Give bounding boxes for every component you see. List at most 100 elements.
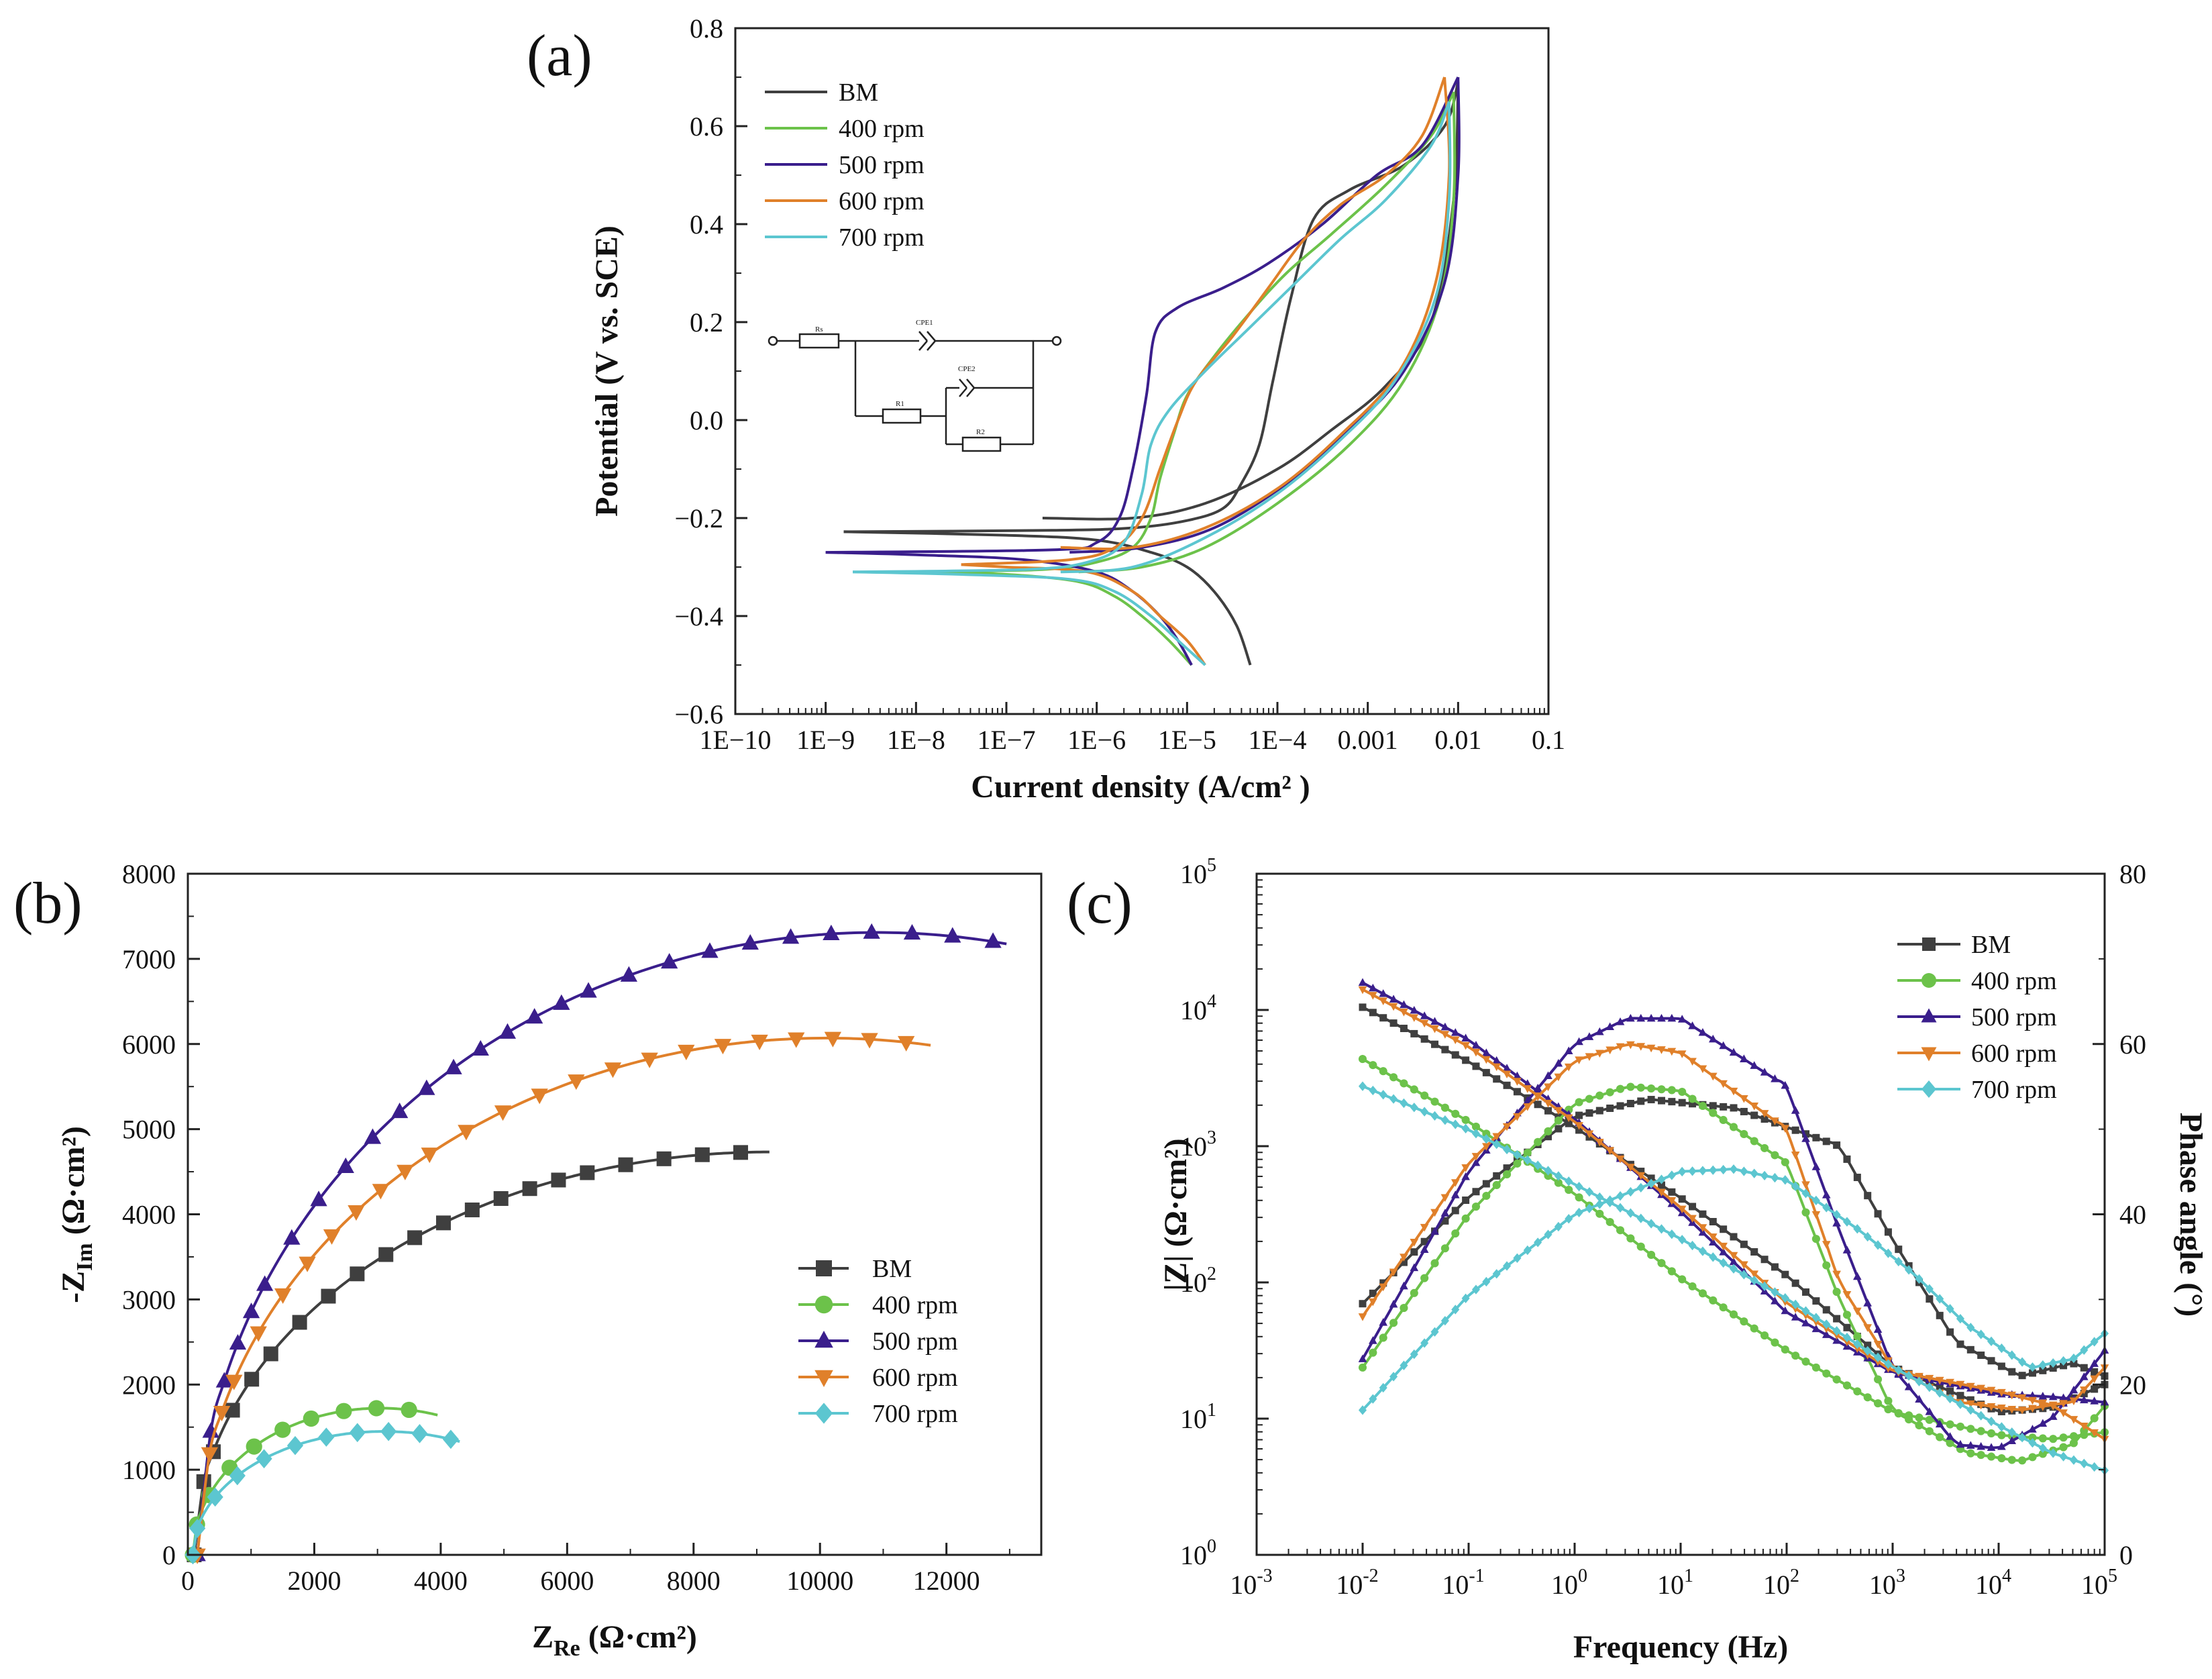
panel-a-x-tick-label: 0.01	[1434, 725, 1481, 755]
panel-c-modulus-marker-700-rpm	[2049, 1448, 2058, 1458]
panel-c-modulus-marker-700-rpm	[1667, 1229, 1676, 1239]
panel-c-phase-marker-500-rpm	[1842, 1245, 1852, 1254]
panel-c-phase-marker-600-rpm	[1451, 1179, 1460, 1187]
panel-c-phase-marker-400-rpm	[1616, 1084, 1625, 1093]
resistor-rs	[798, 333, 840, 349]
panel-c-modulus-marker-600-rpm	[1987, 1386, 1996, 1395]
panel-b-marker-600-rpm	[299, 1256, 316, 1272]
panel-c-modulus-marker-700-rpm	[1626, 1208, 1635, 1218]
panel-c-modulus-marker-bm	[1657, 1181, 1665, 1189]
panel-c-modulus-marker-bm	[1802, 1288, 1810, 1296]
panel-c-modulus-marker-500-rpm	[1379, 989, 1388, 997]
panel-c-left-tick-exponent: 3	[1207, 1127, 1216, 1148]
panel-c-phase-marker-700-rpm	[2080, 1345, 2089, 1355]
panel-c-modulus-marker-500-rpm	[1801, 1318, 1810, 1327]
panel-c-phase-marker-700-rpm	[1688, 1166, 1697, 1176]
panel-c-phase-marker-700-rpm	[1647, 1178, 1656, 1188]
panel-c-modulus-marker-bm	[1678, 1195, 1686, 1203]
panel-c-modulus-marker-bm	[1462, 1056, 1470, 1064]
panel-c-phase-marker-400-rpm	[1801, 1208, 1810, 1217]
panel-a-x-tick-label: 1E−8	[887, 725, 945, 755]
panel-c-modulus-marker-400-rpm	[1657, 1259, 1666, 1268]
panel-c-phase-marker-bm	[1585, 1109, 1593, 1117]
panel-a-legend-label-400-rpm: 400 rpm	[839, 115, 925, 143]
panel-c-modulus-marker-400-rpm	[1956, 1422, 1964, 1431]
panel-c-phase-marker-600-rpm	[2017, 1407, 2027, 1415]
panel-c-phase-marker-bm	[1791, 1126, 1799, 1134]
panel-c-phase-marker-700-rpm	[1657, 1174, 1666, 1184]
panel-b-x-axis-title: ZRe (Ω·cm²)	[532, 1619, 697, 1661]
panel-c-phase-marker-700-rpm	[1544, 1229, 1552, 1239]
panel-c-right-tick-label: 0	[2119, 1540, 2133, 1570]
panel-c-x-tick-label: 104	[1975, 1566, 2011, 1600]
panel-c-phase-marker-600-rpm	[1657, 1046, 1666, 1054]
panel-b-legend: BM 400 rpm 500 rpm 600 rpm 700 rpm	[798, 1255, 958, 1428]
panel-c-x-tick-exponent: -1	[1469, 1566, 1484, 1586]
panel-a-curve-400-rpm-reverse	[1078, 91, 1457, 574]
panel-b-marker-600-rpm	[788, 1032, 805, 1048]
panel-c-phase-marker-700-rpm	[1709, 1165, 1718, 1175]
panel-c-modulus-marker-600-rpm	[1657, 1188, 1666, 1197]
panel-c-phase-marker-500-rpm	[1719, 1041, 1728, 1050]
panel-b-marker-600-rpm	[372, 1184, 390, 1200]
circuit-terminal-left	[768, 336, 778, 346]
panel-c-phase-marker-500-rpm	[1523, 1096, 1532, 1105]
panel-c-modulus-marker-500-rpm	[1410, 1005, 1419, 1014]
panel-c-modulus-marker-500-rpm	[2079, 1395, 2089, 1404]
panel-c-modulus-marker-bm	[1534, 1101, 1542, 1109]
panel-c-phase-marker-bm	[2039, 1366, 2047, 1374]
panel-c-modulus-marker-400-rpm	[1605, 1217, 1614, 1227]
panel-c-phase-marker-bm	[1555, 1125, 1563, 1133]
panel-c-phase-marker-700-rpm	[1997, 1343, 2006, 1354]
panel-c-modulus-marker-400-rpm	[1358, 1055, 1367, 1064]
panel-c-phase-marker-500-rpm	[1533, 1083, 1542, 1092]
panel-c-phase-marker-500-rpm	[1987, 1443, 1996, 1451]
panel-b-legend-marker-600-rpm	[814, 1370, 833, 1387]
panel-b-x-tick-label: 6000	[540, 1566, 594, 1596]
panel-c-phase-marker-700-rpm	[1636, 1182, 1645, 1193]
panel-c-modulus-marker-bm	[1668, 1188, 1676, 1196]
panel-c-modulus-marker-bm	[1379, 1014, 1387, 1022]
panel-b-marker-bm	[733, 1145, 748, 1160]
panel-c-phase-marker-400-rpm	[1420, 1274, 1429, 1282]
panel-c-phase-marker-600-rpm	[1626, 1041, 1635, 1050]
panel-c-modulus-marker-700-rpm	[1595, 1192, 1604, 1203]
panel-c-phase-marker-bm	[1626, 1099, 1634, 1107]
panel-c-modulus-marker-400-rpm	[1554, 1178, 1563, 1187]
panel-b-marker-400-rpm	[401, 1401, 417, 1419]
panel-c-modulus-marker-500-rpm	[1461, 1033, 1470, 1041]
panel-b-marker-400-rpm	[303, 1410, 319, 1427]
panel-c-phase-marker-400-rpm	[1534, 1137, 1542, 1146]
circuit-label-r1: R1	[896, 400, 904, 408]
panel-c-modulus-marker-600-rpm	[1935, 1376, 1944, 1385]
panel-c-phase-marker-700-rpm	[1471, 1284, 1481, 1294]
panel-c-phase-marker-500-rpm	[1729, 1048, 1738, 1056]
panel-b-marker-600-rpm	[568, 1074, 585, 1090]
panel-c-x-tick-label: 10-3	[1230, 1566, 1272, 1600]
panel-a-y-tick-label: −0.6	[674, 699, 723, 729]
panel-c-phase-marker-400-rpm	[2038, 1449, 2047, 1458]
panel-c-modulus-marker-500-rpm	[1369, 983, 1377, 992]
panel-c-phase-marker-500-rpm	[1771, 1074, 1779, 1082]
panel-c-phase-marker-bm	[1451, 1207, 1459, 1215]
panel-c-phase-marker-700-rpm	[1698, 1166, 1707, 1176]
panel-c-x-tick-exponent: -2	[1363, 1566, 1378, 1586]
panel-c-phase-marker-700-rpm	[1492, 1269, 1501, 1279]
panel-c-modulus-marker-400-rpm	[2059, 1433, 2068, 1442]
panel-c-phase-marker-400-rpm	[1585, 1095, 1593, 1103]
panel-b-marker-500-rpm	[984, 932, 1002, 948]
panel-c-modulus-marker-600-rpm	[2059, 1409, 2068, 1417]
panel-b-marker-500-rpm	[782, 928, 800, 944]
panel-c-modulus-marker-bm	[1451, 1051, 1459, 1059]
panel-c-phase-marker-400-rpm	[1874, 1375, 1883, 1384]
panel-c-modulus-marker-600-rpm	[1420, 1019, 1429, 1028]
panel-c-phase-marker-500-rpm	[1605, 1022, 1614, 1031]
panel-c-modulus-marker-600-rpm	[1719, 1242, 1728, 1251]
panel-c-modulus-marker-700-rpm	[1400, 1098, 1408, 1109]
panel-c-modulus-marker-500-rpm	[1492, 1056, 1502, 1064]
panel-a-curve-600-rpm-anodic	[961, 77, 1446, 566]
panel-b-x-title-main: Z	[532, 1619, 554, 1655]
panel-c-modulus-marker-700-rpm	[1997, 1422, 2006, 1432]
panel-c-modulus-marker-400-rpm	[1915, 1413, 1924, 1422]
panel-c-modulus-marker-400-rpm	[1369, 1061, 1377, 1070]
